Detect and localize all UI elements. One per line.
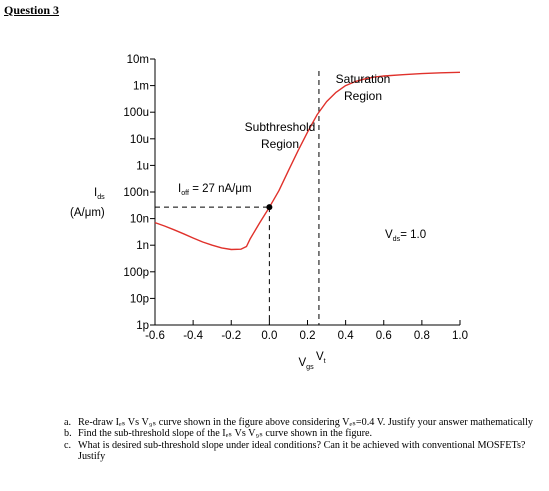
question-text: What is desired sub-threshold slope unde… [78, 439, 526, 463]
y-tick-label: 1u [136, 160, 149, 172]
question-item: c. What is desired sub-threshold slope un… [64, 440, 544, 463]
y-axis-units: (A/μm) [70, 207, 105, 219]
annotations: Ioff = 27 nA/μm Vds= 1.0 Subthreshold Regio… [178, 72, 426, 365]
y-tick-label: 100n [123, 187, 149, 199]
y-tick-label: 1p [136, 320, 149, 332]
y-tick-label: 10p [130, 293, 149, 305]
y-tick-label: 10m [127, 54, 149, 66]
y-tick-label: 1m [133, 81, 149, 93]
chart-series [154, 71, 461, 251]
x-tick-label: 0.8 [414, 330, 430, 342]
x-tick-labels: -0.6 -0.4 -0.2 0.0 0.2 0.4 0.6 0.8 1.0 Vgs [145, 330, 468, 371]
x-tick-label: 0.6 [376, 330, 392, 342]
saturation-region-label: Saturation [336, 72, 391, 86]
x-axis-label: Vgs [299, 357, 315, 371]
y-tick-label: 100u [123, 107, 149, 119]
ioff-label: Ioff = 27 nA/μm [178, 183, 252, 197]
x-tick-label: -0.2 [221, 330, 241, 342]
question-item: b. Find the sub-threshold slope of the Iₑ… [64, 428, 544, 439]
question-text: Re-draw Iₑₛ Vs V₉ₛ curve shown in the fi… [78, 417, 534, 428]
y-tick-label: 10u [130, 134, 149, 146]
question-marker: c. [64, 439, 72, 451]
question-heading: Question 3 [4, 3, 60, 17]
ids-vgs-chart: 10m 1m 100u 10u 1u 100n 10n 1n 100p 10p 1p Ids (A/μm… [70, 54, 468, 371]
x-tick-label: -0.4 [183, 330, 203, 342]
question-text: Find the sub-threshold slope of the Iₑₛ … [78, 428, 373, 440]
chart-axes [150, 58, 461, 326]
x-tick-label: 0.0 [261, 330, 277, 342]
question-list: a. Re-draw Iₑₛ Vs V₉ₛ curve shown in the … [64, 417, 544, 463]
x-tick-label: -0.6 [145, 330, 165, 342]
x-tick-label: 1.0 [452, 330, 468, 342]
question-marker: a. [64, 417, 72, 428]
subthreshold-region-label: Region [261, 137, 299, 151]
ioff-point [266, 204, 273, 211]
y-tick-label: 1n [136, 240, 149, 252]
subthreshold-region-label: Subthreshold [245, 120, 316, 134]
saturation-region-label: Region [344, 89, 382, 103]
y-tick-label: 10n [130, 214, 149, 226]
x-tick-label: 0.4 [338, 330, 355, 342]
question-item: a. Re-draw Iₑₛ Vs V₉ₛ curve shown in the … [64, 417, 544, 428]
vds-label: Vds= 1.0 [385, 229, 426, 243]
x-tick-label: 0.2 [300, 330, 316, 342]
vt-label: Vt [316, 351, 326, 365]
y-tick-labels: 10m 1m 100u 10u 1u 100n 10n 1n 100p 10p 1p Ids (A/μm… [70, 54, 149, 332]
y-tick-label: 100p [123, 267, 149, 279]
y-axis-label: Ids [94, 187, 105, 201]
question-marker: b. [64, 428, 72, 440]
guide-lines [155, 71, 320, 325]
ids-curve [154, 71, 461, 251]
